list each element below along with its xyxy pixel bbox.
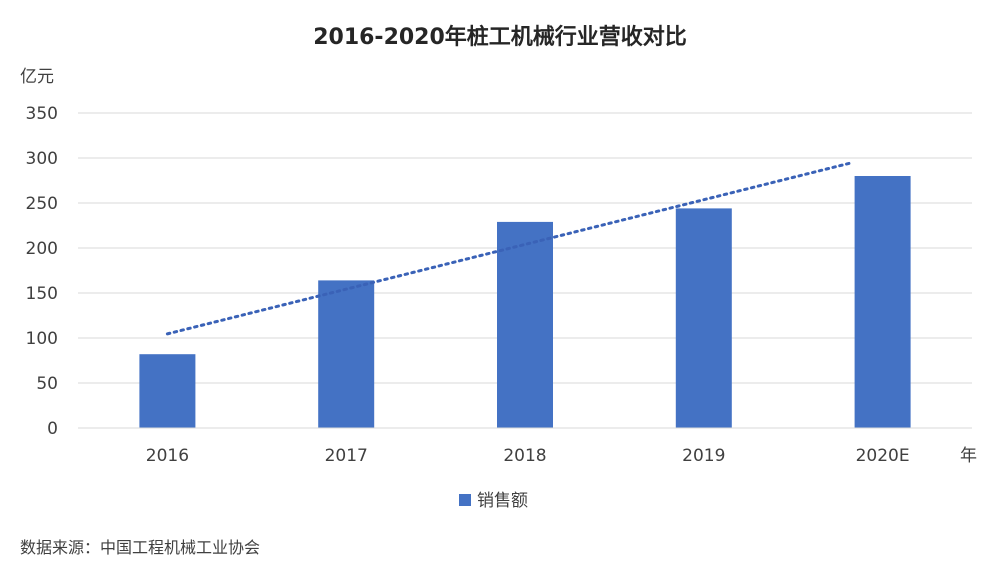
y-axis-ticks: 0 50 100 150 200 250 300 350 <box>26 104 58 439</box>
x-axis-ticks: 2016 2017 2018 2019 2020E <box>146 446 910 466</box>
y-tick-label: 150 <box>26 284 58 304</box>
y-tick-label: 300 <box>26 149 58 169</box>
x-tick-label: 2017 <box>325 446 368 466</box>
bars <box>139 176 911 428</box>
x-tick-label: 2016 <box>146 446 189 466</box>
y-tick-label: 100 <box>26 329 58 349</box>
x-tick-label: 2020E <box>856 446 910 466</box>
x-tick-label: 2018 <box>503 446 546 466</box>
legend-label: 销售额 <box>477 491 528 511</box>
x-tick-label: 2019 <box>682 446 725 466</box>
bar <box>497 221 553 428</box>
y-axis-unit-label: 亿元 <box>20 67 54 87</box>
y-tick-label: 50 <box>36 374 58 394</box>
y-tick-label: 0 <box>47 419 58 439</box>
y-tick-label: 350 <box>26 104 58 124</box>
source-note: 数据来源：中国工程机械工业协会 <box>20 538 260 557</box>
bar <box>139 354 196 428</box>
trendline <box>165 161 855 336</box>
bar <box>675 208 732 428</box>
y-tick-label: 200 <box>26 239 58 259</box>
chart-title: 2016-2020年桩工机械行业营收对比 <box>313 24 687 50</box>
x-axis-unit-label: 年 <box>960 446 977 466</box>
bar <box>318 280 375 428</box>
y-tick-label: 250 <box>26 194 58 214</box>
bar <box>854 176 911 428</box>
legend-swatch <box>459 494 471 506</box>
